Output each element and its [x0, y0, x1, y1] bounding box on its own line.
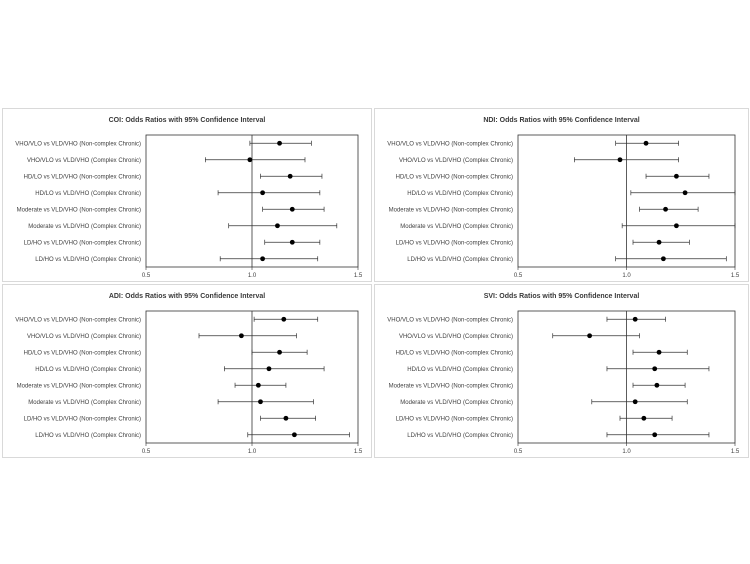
- ndi-forest-panel: NDI: Odds Ratios with 95% Confidence Int…: [374, 108, 749, 282]
- row-label: VHO/VLO vs VLD/VHO (Complex Chronic): [27, 158, 141, 164]
- odds-ratio-point: [289, 206, 295, 212]
- row-label: Moderate vs VLD/VHO (Complex Chronic): [28, 400, 141, 406]
- odds-ratio-point: [674, 223, 679, 229]
- odds-ratio-point: [292, 432, 297, 438]
- x-tick-label: 1.0: [248, 273, 257, 279]
- row-label: VHO/VLO vs VLD/VHO (Complex Chronic): [27, 334, 141, 340]
- x-tick-label: 1.5: [354, 273, 363, 279]
- odds-ratio-point: [643, 140, 649, 146]
- odds-ratio-point: [258, 399, 263, 405]
- row-label: VHO/VLO vs VLD/VHO (Non-complex Chronic): [387, 317, 513, 323]
- row-label: HD/LO vs VLD/VHO (Complex Chronic): [35, 191, 141, 197]
- row-label: HD/LO vs VLD/VHO (Complex Chronic): [407, 191, 513, 197]
- odds-ratio-point: [660, 256, 666, 262]
- row-label: Moderate vs VLD/VHO (Non-complex Chronic…: [17, 207, 141, 213]
- odds-ratio-point: [277, 140, 282, 146]
- odds-ratio-point: [289, 239, 295, 245]
- x-tick-label: 1.5: [354, 449, 363, 455]
- row-label: Moderate vs VLD/VHO (Complex Chronic): [400, 224, 513, 230]
- row-label: HD/LO vs VLD/VHO (Complex Chronic): [35, 367, 141, 373]
- row-label: VHO/VLO vs VLD/VHO (Complex Chronic): [399, 158, 513, 164]
- row-label: VHO/VLO vs VLD/VHO (Non-complex Chronic): [15, 141, 141, 147]
- forest-plot: COI: Odds Ratios with 95% Confidence Int…: [15, 117, 363, 279]
- odds-ratio-point: [277, 349, 282, 355]
- row-label: Moderate vs VLD/VHO (Non-complex Chronic…: [389, 383, 513, 389]
- x-tick-label: 0.5: [142, 449, 151, 455]
- row-label: HD/LO vs VLD/VHO (Non-complex Chronic): [24, 350, 141, 356]
- odds-ratio-point: [260, 190, 265, 196]
- chart-title: COI: Odds Ratios with 95% Confidence Int…: [109, 117, 266, 124]
- row-label: VHO/VLO vs VLD/VHO (Non-complex Chronic): [387, 141, 513, 147]
- odds-ratio-point: [663, 206, 668, 212]
- svi-forest-panel: SVI: Odds Ratios with 95% Confidence Int…: [374, 284, 749, 458]
- odds-ratio-point: [617, 157, 623, 163]
- odds-ratio-point: [275, 223, 280, 229]
- coi-forest-panel: COI: Odds Ratios with 95% Confidence Int…: [2, 108, 372, 282]
- odds-ratio-point: [255, 382, 261, 388]
- odds-ratio-point: [652, 432, 658, 438]
- row-label: LD/HO vs VLD/VHO (Non-complex Chronic): [24, 416, 141, 422]
- adi-forest-panel: ADI: Odds Ratios with 95% Confidence Int…: [2, 284, 372, 458]
- row-label: LD/HO vs VLD/VHO (Complex Chronic): [35, 257, 141, 263]
- odds-ratio-point: [260, 256, 265, 262]
- chart-title: SVI: Odds Ratios with 95% Confidence Int…: [484, 293, 640, 300]
- odds-ratio-point: [281, 316, 287, 322]
- row-label: LD/HO vs VLD/VHO (Non-complex Chronic): [24, 240, 141, 246]
- odds-ratio-point: [587, 333, 593, 339]
- row-label: HD/LO vs VLD/VHO (Non-complex Chronic): [396, 350, 513, 356]
- row-label: HD/LO vs VLD/VHO (Non-complex Chronic): [24, 174, 141, 180]
- row-label: Moderate vs VLD/VHO (Complex Chronic): [400, 400, 513, 406]
- row-label: HD/LO vs VLD/VHO (Complex Chronic): [407, 367, 513, 373]
- odds-ratio-point: [641, 415, 647, 421]
- odds-ratio-point: [283, 415, 289, 421]
- forest-plot: ADI: Odds Ratios with 95% Confidence Int…: [15, 293, 363, 455]
- row-label: LD/HO vs VLD/VHO (Non-complex Chronic): [396, 416, 513, 422]
- odds-ratio-point: [247, 157, 253, 163]
- row-label: LD/HO vs VLD/VHO (Complex Chronic): [35, 433, 141, 439]
- chart-title: NDI: Odds Ratios with 95% Confidence Int…: [483, 117, 639, 124]
- row-label: Moderate vs VLD/VHO (Non-complex Chronic…: [389, 207, 513, 213]
- odds-ratio-point: [652, 366, 658, 372]
- row-label: LD/HO vs VLD/VHO (Non-complex Chronic): [396, 240, 513, 246]
- odds-ratio-point: [674, 173, 679, 179]
- row-label: LD/HO vs VLD/VHO (Complex Chronic): [407, 257, 513, 263]
- x-tick-label: 1.5: [731, 449, 740, 455]
- x-tick-label: 0.5: [514, 273, 523, 279]
- odds-ratio-point: [239, 333, 244, 339]
- x-tick-label: 1.0: [248, 449, 257, 455]
- odds-ratio-point: [287, 173, 293, 179]
- odds-ratio-point: [682, 190, 688, 196]
- row-label: LD/HO vs VLD/VHO (Complex Chronic): [407, 433, 513, 439]
- odds-ratio-point: [656, 239, 662, 245]
- x-tick-label: 0.5: [142, 273, 151, 279]
- x-tick-label: 1.5: [731, 273, 740, 279]
- row-label: Moderate vs VLD/VHO (Non-complex Chronic…: [17, 383, 141, 389]
- forest-plot: NDI: Odds Ratios with 95% Confidence Int…: [387, 117, 740, 279]
- odds-ratio-point: [654, 382, 660, 388]
- odds-ratio-point: [632, 316, 638, 322]
- row-label: Moderate vs VLD/VHO (Complex Chronic): [28, 224, 141, 230]
- row-label: HD/LO vs VLD/VHO (Non-complex Chronic): [396, 174, 513, 180]
- x-tick-label: 1.0: [622, 449, 631, 455]
- row-label: VHO/VLO vs VLD/VHO (Non-complex Chronic): [15, 317, 141, 323]
- forest-plot: SVI: Odds Ratios with 95% Confidence Int…: [387, 293, 740, 455]
- row-label: VHO/VLO vs VLD/VHO (Complex Chronic): [399, 334, 513, 340]
- x-tick-label: 1.0: [622, 273, 631, 279]
- x-tick-label: 0.5: [514, 449, 523, 455]
- odds-ratio-point: [266, 366, 272, 372]
- chart-title: ADI: Odds Ratios with 95% Confidence Int…: [109, 293, 265, 300]
- odds-ratio-point: [656, 349, 662, 355]
- odds-ratio-point: [632, 399, 638, 405]
